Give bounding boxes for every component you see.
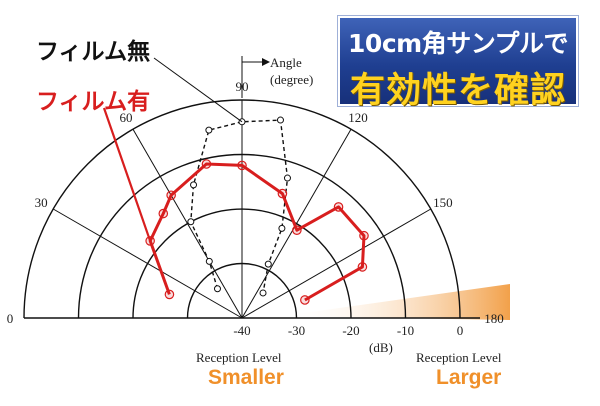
angle-tick-label: 120 [348,110,368,125]
grid-spoke [132,128,243,319]
series-point-0 [278,224,286,232]
legend-no-film: フィルム無 [36,39,151,65]
series-point-1 [359,230,369,241]
series-point-1 [201,159,212,169]
angle-pointer [241,56,270,98]
series-point-1 [158,208,169,219]
series-point-1 [164,289,175,300]
grid-spoke [241,208,432,319]
series-point-1 [300,295,310,305]
series-line-1 [148,162,366,302]
pointer-arrowhead [262,58,270,66]
grid-spoke [52,208,243,319]
level-tick-label: -10 [397,323,414,338]
scale-wedge [282,284,510,320]
film-leader-line [102,107,152,242]
series-point-0 [276,116,284,124]
series-point-1 [237,160,247,171]
reception-level-left: Reception Level [196,350,282,365]
nofilm-leader-line [153,57,243,123]
angle-tick-label: 180 [484,311,504,326]
series-point-0 [205,257,213,265]
series-line-0 [190,119,289,294]
angle-tick-label: 60 [120,110,133,125]
series-layer [102,57,369,305]
smaller-label: Smaller [208,366,284,389]
series-point-0 [264,260,272,268]
series-point-0 [283,174,291,182]
legend-film: フィルム有 [36,89,151,115]
larger-label: Larger [436,366,502,389]
series-point-0 [259,289,267,297]
level-tick-label: -20 [342,323,359,338]
series-point-0 [190,181,198,189]
series-point-0 [187,218,195,226]
angle-tick-label: 30 [35,195,48,210]
series-point-1 [357,262,368,272]
banner-line1: 10cm角サンプルで [348,29,568,58]
series-point-0 [213,285,221,293]
reception-level-right: Reception Level [416,350,502,365]
reception-scale-gradient [282,284,510,320]
series-point-1 [333,202,344,212]
level-tick-label: -30 [288,323,305,338]
level-tick-label: 0 [457,323,464,338]
angle-label: Angle [270,55,302,70]
grid-spoke [241,128,352,319]
angle-tick-label: 150 [433,195,453,210]
angle-tick-label: 0 [7,311,14,326]
level-tick-label: -40 [233,323,250,338]
series-point-1 [166,190,176,201]
angle-unit-label: (degree) [270,72,314,87]
polar-grid [23,99,480,319]
series-point-0 [205,126,213,134]
series-point-1 [277,188,288,199]
db-unit-label: (dB) [369,340,393,355]
banner-line2: 有効性を確認 [349,71,566,111]
banner: 10cm角サンプルで 有効性を確認 [338,16,578,111]
series-point-1 [292,225,302,235]
